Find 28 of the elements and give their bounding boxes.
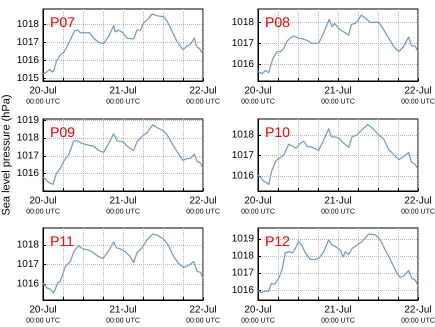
y-tick-label: 1015 xyxy=(16,72,40,84)
y-tick-label: 1018 xyxy=(232,129,254,140)
chart-title: P09 xyxy=(50,124,76,140)
chart-title: P07 xyxy=(50,14,76,30)
chart-title: P08 xyxy=(265,14,290,30)
y-tick-label: 1018 xyxy=(232,250,254,262)
y-tick-label: 1018 xyxy=(16,239,40,250)
y-tick-label: 1016 xyxy=(232,170,254,182)
y-axis-title: Sea level pressure (hPa) xyxy=(0,94,12,216)
y-tick-label: 1018 xyxy=(16,19,40,30)
chart-title: P12 xyxy=(265,233,290,249)
y-tick-label: 1019 xyxy=(16,114,40,126)
y-tick-label: 1017 xyxy=(16,37,40,48)
y-tick-label: 1016 xyxy=(16,54,40,66)
y-tick-label: 1018 xyxy=(232,16,254,28)
y-tick-label: 1018 xyxy=(16,132,40,144)
y-tick-label: 1016 xyxy=(232,284,254,296)
y-tick-label: 1017 xyxy=(232,150,254,162)
y-tick-label: 1016 xyxy=(232,58,254,70)
chart-title: P11 xyxy=(50,233,74,249)
y-tick-label: 1017 xyxy=(16,258,40,270)
y-tick-label: 1016 xyxy=(16,278,40,290)
y-tick-label: 1017 xyxy=(232,268,254,279)
y-tick-label: 1019 xyxy=(232,234,254,245)
chart-title: P10 xyxy=(265,124,290,140)
y-tick-label: 1017 xyxy=(16,150,40,162)
y-tick-label: 1016 xyxy=(16,168,40,180)
y-tick-label: 1017 xyxy=(232,38,254,49)
